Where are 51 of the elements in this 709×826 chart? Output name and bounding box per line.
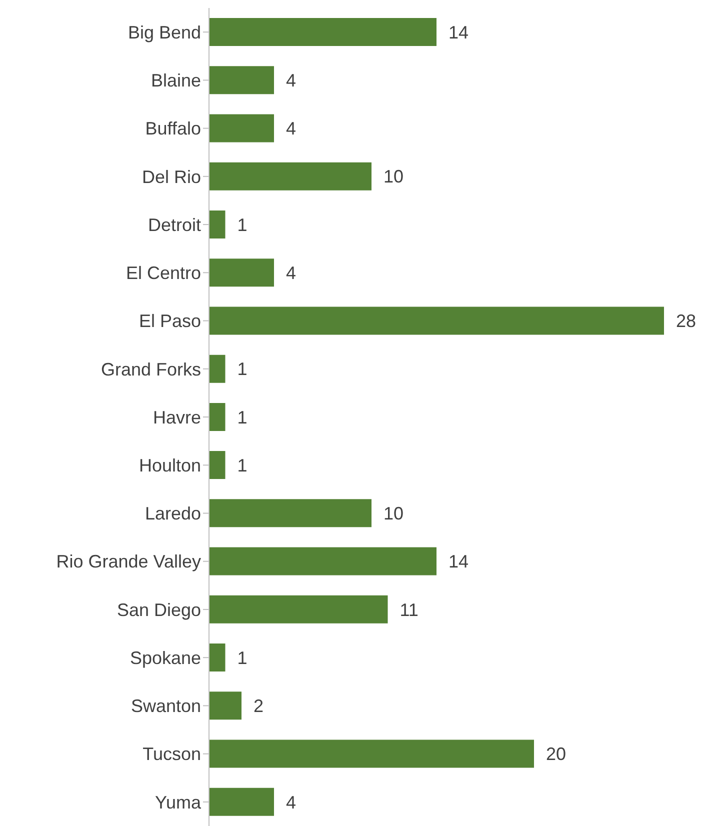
bar [209, 402, 226, 431]
bar [209, 258, 274, 287]
y-tick-label: Yuma [154, 792, 202, 812]
bar [209, 595, 388, 624]
bar [209, 354, 226, 383]
data-label: 4 [286, 792, 296, 812]
data-label: 1 [237, 214, 248, 235]
bar [209, 451, 226, 480]
y-tick-label: Swanton [130, 696, 201, 716]
data-label: 11 [400, 600, 418, 620]
y-tick-label: Houlton [138, 456, 201, 476]
y-tick-label: Big Bend [128, 22, 201, 42]
y-tick-label: Del Rio [142, 166, 201, 187]
bar [209, 740, 534, 768]
data-label: 1 [237, 455, 248, 476]
bar [209, 210, 226, 238]
bar [209, 547, 436, 576]
data-label: 20 [546, 744, 566, 764]
y-tick-label: Grand Forks [100, 359, 201, 380]
data-label: 4 [286, 262, 296, 283]
bar [209, 692, 242, 720]
y-tick-label: San Diego [116, 600, 201, 620]
bar [209, 306, 664, 335]
data-label: 1 [237, 359, 248, 380]
data-label: 14 [448, 552, 469, 572]
data-label: 10 [384, 166, 404, 187]
y-tick-label: Buffalo [145, 118, 201, 139]
bar [209, 18, 436, 46]
data-label: 10 [384, 504, 404, 524]
y-tick-label: Rio Grande Valley [56, 552, 201, 572]
y-tick-label: Laredo [144, 504, 201, 524]
bar [209, 499, 372, 528]
bar [209, 66, 274, 94]
data-label: 1 [237, 407, 248, 428]
y-tick-label: Havre [152, 407, 201, 428]
data-label: 4 [286, 70, 296, 91]
y-tick-label: Tucson [142, 744, 201, 764]
data-label: 4 [286, 118, 296, 139]
y-tick-label: Spokane [130, 648, 201, 668]
y-tick-label: Blaine [150, 70, 201, 91]
bar [209, 788, 274, 816]
data-label: 28 [676, 311, 696, 332]
bar [209, 114, 274, 142]
data-label: 1 [237, 648, 248, 668]
y-tick-label: El Paso [138, 311, 201, 332]
y-tick-label: El Centro [126, 263, 201, 284]
bar [209, 644, 226, 672]
data-label: 14 [448, 22, 469, 42]
bar [209, 162, 372, 190]
y-tick-label: Detroit [148, 214, 201, 235]
data-label: 2 [254, 696, 264, 716]
